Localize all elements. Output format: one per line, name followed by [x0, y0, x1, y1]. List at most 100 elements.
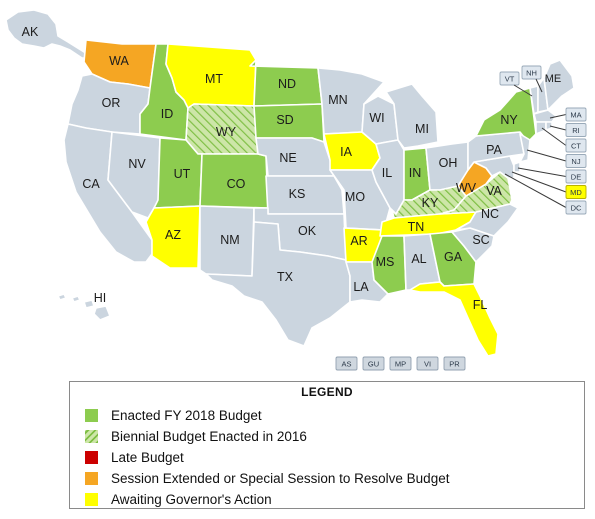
- state-FL[interactable]: [409, 281, 499, 357]
- legend-item-late: Late Budget: [85, 448, 184, 466]
- label-CA: CA: [82, 177, 100, 191]
- state-NC[interactable]: [455, 203, 519, 237]
- territory-box-PR: [443, 356, 466, 371]
- territory-PR[interactable]: PR: [443, 356, 466, 371]
- label-GA: GA: [444, 250, 463, 264]
- territory-label-GU: GU: [368, 360, 379, 369]
- callout-label-NH: NH: [526, 69, 537, 78]
- callout-DE[interactable]: DE: [517, 167, 587, 184]
- label-IN: IN: [409, 166, 422, 180]
- label-AZ: AZ: [165, 228, 181, 242]
- legend-item-enacted: Enacted FY 2018 Budget: [85, 406, 262, 424]
- leader-line-NH: [535, 78, 543, 93]
- callout-NJ[interactable]: NJ: [526, 149, 587, 168]
- legend: LEGEND Enacted FY 2018 Budget Biennial B…: [69, 381, 585, 509]
- callout-box-MD: [565, 185, 587, 199]
- territory-boxes: AS GU MP VI PR: [335, 356, 466, 371]
- callout-NH[interactable]: NH: [521, 65, 543, 93]
- label-WY: WY: [216, 125, 237, 139]
- legend-swatch-late: [85, 450, 98, 464]
- leader-line-NJ: [526, 149, 567, 162]
- label-NV: NV: [128, 157, 146, 171]
- callout-RI[interactable]: RI: [549, 123, 587, 137]
- territory-label-MP: MP: [395, 360, 406, 369]
- label-MI: MI: [415, 122, 429, 136]
- legend-item-awaiting: Awaiting Governor's Action: [85, 490, 272, 508]
- label-NC: NC: [481, 207, 499, 221]
- state-MA[interactable]: [533, 109, 557, 123]
- callout-label-RI: RI: [572, 126, 580, 135]
- state-TX[interactable]: [205, 221, 351, 347]
- label-PA: PA: [486, 143, 502, 157]
- label-ID: ID: [161, 107, 174, 121]
- leader-line-VT: [513, 84, 533, 97]
- label-TN: TN: [408, 220, 425, 234]
- callout-label-CT: CT: [571, 142, 581, 151]
- territory-MP[interactable]: MP: [389, 356, 412, 371]
- label-MO: MO: [345, 190, 365, 204]
- legend-label-late: Late Budget: [111, 449, 184, 465]
- label-MS: MS: [376, 255, 395, 269]
- state-AK[interactable]: [5, 9, 93, 59]
- state-CT[interactable]: [535, 121, 547, 135]
- label-SD: SD: [276, 113, 293, 127]
- label-OK: OK: [298, 224, 317, 238]
- label-WV: WV: [456, 181, 477, 195]
- territory-label-VI: VI: [424, 360, 431, 369]
- callout-label-MD: MD: [570, 188, 582, 197]
- leader-line-RI: [549, 125, 567, 131]
- territory-GU[interactable]: GU: [362, 356, 385, 371]
- label-AR: AR: [350, 234, 367, 248]
- territory-box-MP: [389, 356, 412, 371]
- territory-AS[interactable]: AS: [335, 356, 358, 371]
- label-MN: MN: [328, 93, 347, 107]
- territory-VI[interactable]: VI: [416, 356, 439, 371]
- label-IA: IA: [340, 145, 352, 159]
- label-LA: LA: [353, 280, 369, 294]
- legend-swatch-biennial: [85, 429, 98, 443]
- label-ME: ME: [545, 73, 562, 85]
- callout-box-NJ: [565, 154, 587, 168]
- legend-swatch-awaiting: [85, 492, 98, 506]
- callout-DC[interactable]: DC: [504, 173, 587, 215]
- legend-item-extended: Session Extended or Special Session to R…: [85, 469, 449, 487]
- label-KY: KY: [422, 196, 439, 210]
- territory-box-AS: [335, 356, 358, 371]
- label-KS: KS: [289, 187, 306, 201]
- label-AK: AK: [22, 25, 39, 39]
- state-RI[interactable]: [545, 121, 553, 131]
- state-MD[interactable]: [473, 155, 515, 179]
- legend-label-biennial: Biennial Budget Enacted in 2016: [111, 428, 307, 444]
- label-HI: HI: [94, 291, 107, 305]
- label-OR: OR: [102, 96, 121, 110]
- callout-label-VT: VT: [505, 75, 515, 84]
- state-NJ[interactable]: [519, 133, 531, 163]
- label-ND: ND: [278, 77, 296, 91]
- leader-line-DE: [517, 167, 567, 177]
- label-TX: TX: [277, 270, 294, 284]
- legend-swatch-extended: [85, 471, 98, 485]
- label-WA: WA: [109, 54, 129, 68]
- callout-MA[interactable]: MA: [549, 107, 587, 122]
- leader-line-DC: [504, 173, 567, 208]
- state-ME[interactable]: [543, 59, 575, 111]
- leader-line-CT: [541, 127, 567, 146]
- callout-label-MA: MA: [570, 111, 581, 120]
- callout-VT[interactable]: VT: [499, 71, 533, 97]
- callout-CT[interactable]: CT: [541, 127, 587, 153]
- label-WI: WI: [369, 111, 384, 125]
- territory-box-GU: [362, 356, 385, 371]
- legend-swatch-enacted: [85, 408, 98, 422]
- legend-label-awaiting: Awaiting Governor's Action: [111, 491, 272, 507]
- state-DE[interactable]: [513, 161, 521, 173]
- state-MI[interactable]: [385, 83, 439, 149]
- state-labels: AK HI WA OR CA ID NV MT WY UT CO AZ NM N…: [22, 25, 562, 312]
- callout-MD[interactable]: MD: [511, 171, 587, 199]
- callout-box-CT: [565, 138, 587, 153]
- state-HI[interactable]: [57, 293, 111, 321]
- callout-label-DE: DE: [571, 173, 581, 182]
- label-NY: NY: [500, 113, 518, 127]
- callout-box-MA: [565, 107, 587, 122]
- label-NE: NE: [279, 151, 296, 165]
- label-MT: MT: [205, 72, 223, 86]
